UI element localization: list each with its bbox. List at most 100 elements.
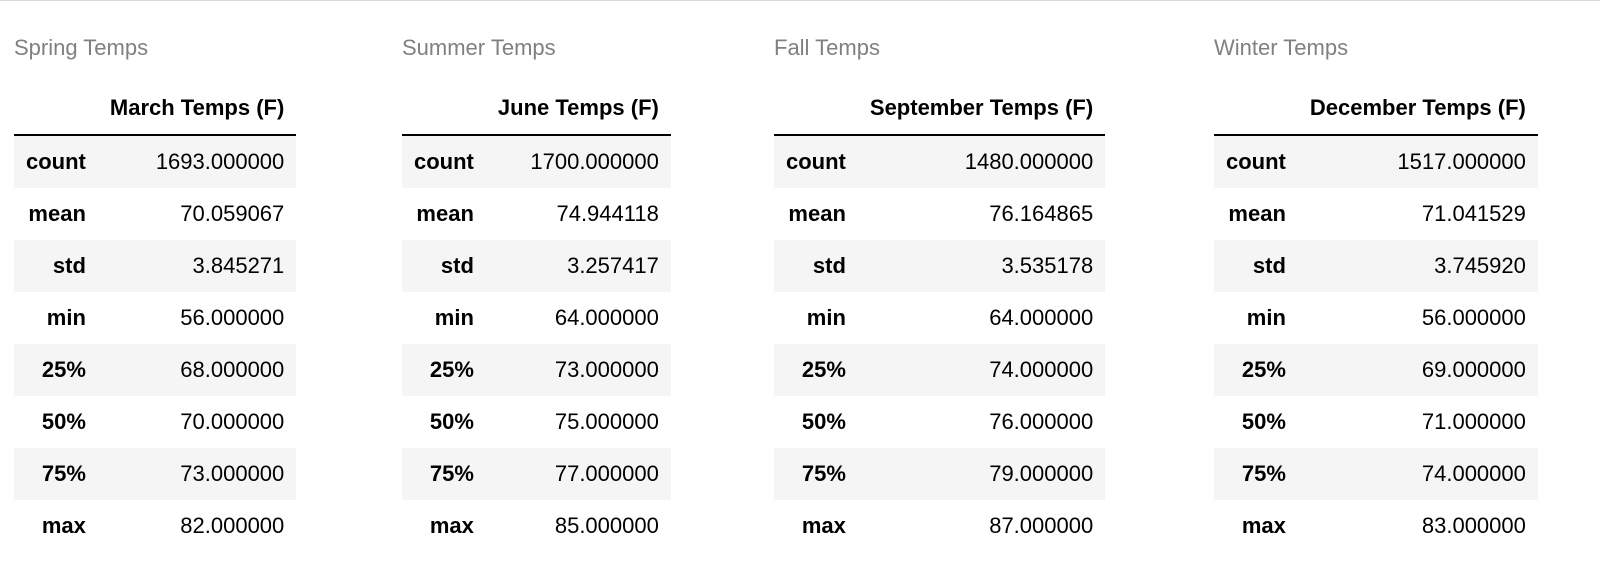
table-caption: Fall Temps [774, 35, 880, 60]
row-label: 25% [1241, 357, 1286, 382]
table-row: max 87.000000 [774, 500, 1105, 552]
table-row: count 1693.000000 [14, 135, 297, 188]
top-divider [0, 0, 1600, 1]
row-label: mean [788, 201, 846, 226]
row-label: max [1241, 513, 1286, 538]
table-row: std 3.845271 [14, 240, 297, 292]
table-row: min 64.000000 [402, 292, 671, 344]
row-label: max [429, 513, 474, 538]
row-label: count [26, 149, 86, 174]
row-value: 77.000000 [554, 461, 659, 486]
row-value: 76.164865 [989, 201, 1094, 226]
row-value: 83.000000 [1421, 513, 1526, 538]
table-row: count 1700.000000 [402, 135, 671, 188]
row-value: 71.000000 [1421, 409, 1526, 434]
table-row: std 3.535178 [774, 240, 1106, 292]
row-label: mean [416, 201, 474, 226]
row-label: 25% [801, 357, 846, 382]
row-value: 87.000000 [989, 513, 1094, 538]
table-row: mean 70.059067 [14, 188, 296, 240]
table-row: 25% 73.000000 [402, 344, 671, 396]
summary-stats-table: June Temps (F) count 1700.000000 mean 74.944… [402, 82, 671, 552]
summary-stats-table: December Temps (F) count 1517.000000 mean 71… [1214, 82, 1538, 552]
table-row: min 56.000000 [1214, 292, 1538, 344]
row-value: 3.257417 [567, 253, 659, 278]
row-label: std [440, 253, 474, 278]
table-row: 25% 74.000000 [774, 344, 1106, 396]
header-row: September Temps (F) [774, 82, 1106, 136]
table-row: 50% 71.000000 [1214, 396, 1538, 448]
row-value: 3.535178 [1001, 253, 1094, 278]
table-caption: Summer Temps [402, 35, 556, 60]
table-row: 75% 73.000000 [14, 448, 297, 500]
table-caption: Spring Temps [14, 35, 149, 60]
table-row: count 1517.000000 [1214, 135, 1538, 188]
row-value: 75.000000 [554, 409, 659, 434]
row-value: 82.000000 [180, 513, 285, 538]
row-label: std [1252, 253, 1286, 278]
column-header: March Temps (F) [97, 82, 297, 136]
row-value: 73.000000 [180, 461, 285, 486]
row-value: 71.041529 [1421, 201, 1526, 226]
table-row: mean 71.041529 [1214, 188, 1538, 240]
table-row: 75% 74.000000 [1214, 448, 1538, 500]
row-value: 1700.000000 [530, 149, 659, 174]
table-caption: Winter Temps [1214, 35, 1349, 60]
table-row: 75% 79.000000 [774, 448, 1106, 500]
table-row: 25% 68.000000 [14, 344, 297, 396]
row-value: 79.000000 [989, 461, 1094, 486]
row-label: 75% [1241, 461, 1286, 486]
table-row: min 56.000000 [14, 292, 296, 344]
row-label: min [434, 305, 474, 330]
table-row: count 1480.000000 [774, 135, 1106, 188]
table-row: 75% 77.000000 [402, 448, 671, 500]
row-label: 50% [801, 409, 846, 434]
row-value: 70.000000 [180, 409, 285, 434]
row-value: 1693.000000 [155, 149, 285, 174]
table-row: max 85.000000 [402, 500, 671, 552]
table-row: max 83.000000 [1214, 500, 1538, 552]
table-row: 50% 70.000000 [14, 396, 296, 448]
row-value: 74.000000 [1421, 461, 1526, 486]
column-header: September Temps (F) [857, 82, 1106, 136]
row-label: count [414, 149, 474, 174]
row-value: 1517.000000 [1397, 149, 1526, 174]
table-row: 25% 69.000000 [1214, 344, 1538, 396]
row-label: 25% [41, 357, 86, 382]
column-header: June Temps (F) [485, 82, 671, 136]
row-value: 68.000000 [180, 357, 285, 382]
row-label: count [786, 149, 846, 174]
header-corner-cell [402, 82, 486, 136]
row-label: mean [28, 201, 86, 226]
row-value: 76.000000 [989, 409, 1094, 434]
row-value: 1480.000000 [964, 149, 1094, 174]
table-row: min 64.000000 [774, 292, 1105, 344]
row-label: std [52, 253, 86, 278]
table-row: std 3.257417 [402, 240, 671, 292]
table-row: 50% 75.000000 [402, 396, 671, 448]
table-row: mean 74.944118 [402, 188, 671, 240]
header-corner-cell [14, 82, 98, 136]
row-value: 69.000000 [1421, 357, 1526, 382]
row-label: max [801, 513, 846, 538]
row-value: 3.845271 [192, 253, 285, 278]
row-label: 50% [41, 409, 86, 434]
row-value: 3.745920 [1434, 253, 1526, 278]
row-value: 74.944118 [556, 201, 659, 226]
row-label: mean [1228, 201, 1286, 226]
table-row: 50% 76.000000 [774, 396, 1105, 448]
row-label: std [812, 253, 846, 278]
row-value: 70.059067 [180, 201, 285, 226]
row-value: 85.000000 [554, 513, 659, 538]
row-label: count [1226, 149, 1286, 174]
table-row: max 82.000000 [14, 500, 296, 552]
row-value: 64.000000 [554, 305, 659, 330]
row-label: max [41, 513, 86, 538]
summary-stats-table: September Temps (F) count 1480.000000 mean 7… [774, 82, 1106, 552]
row-label: 50% [1241, 409, 1286, 434]
row-label: 75% [41, 461, 86, 486]
row-value: 74.000000 [989, 357, 1094, 382]
row-label: 75% [801, 461, 846, 486]
table-row: std 3.745920 [1214, 240, 1538, 292]
row-label: min [806, 305, 846, 330]
